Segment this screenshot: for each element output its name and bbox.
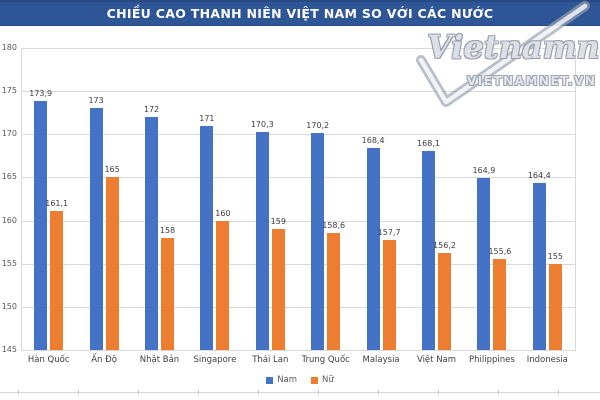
value-label-nữ-5: 159 — [270, 217, 286, 227]
bar-nữ-4 — [216, 220, 230, 350]
category-label-6: Trung Quốc — [301, 355, 350, 365]
bar-nam-1 — [34, 100, 48, 350]
y-axis-label-180: 180 — [1, 43, 17, 52]
value-label-nữ-7: 157,7 — [377, 228, 401, 238]
value-label-nam-2: 173 — [88, 96, 104, 106]
value-label-nữ-6: 158,6 — [322, 220, 346, 230]
spreadsheet-tick — [18, 390, 19, 395]
legend-item-nam: Nam — [266, 375, 297, 385]
legend-item-nu: Nữ — [311, 375, 334, 385]
value-label-nữ-2: 165 — [104, 165, 120, 175]
legend-label-nam: Nam — [277, 375, 298, 385]
gridline-175 — [21, 91, 575, 93]
value-label-nam-10: 164,4 — [527, 170, 551, 180]
spreadsheet-tick — [78, 390, 79, 395]
category-label-10: Indonesia — [526, 355, 568, 365]
gridline-145 — [21, 350, 575, 351]
category-label-8: Việt Nam — [416, 355, 457, 365]
gridline-155 — [21, 263, 575, 265]
legend-label-nu: Nữ — [322, 375, 334, 385]
bar-nữ-6 — [327, 232, 341, 350]
bar-nam-7 — [366, 148, 380, 350]
bar-nam-5 — [255, 131, 269, 350]
value-label-nam-8: 168,1 — [417, 138, 440, 148]
bar-nữ-9 — [493, 258, 507, 350]
chart-legend: Nam Nữ — [0, 373, 600, 387]
category-label-3: Nhật Bản — [139, 355, 180, 365]
spreadsheet-tick — [498, 390, 499, 395]
value-label-nam-5: 170,3 — [250, 119, 274, 129]
category-label-9: Philippines — [468, 355, 515, 365]
y-axis-label-155: 155 — [1, 258, 17, 268]
bar-nữ-8 — [438, 253, 451, 350]
bar-nam-4 — [200, 125, 214, 350]
legend-swatch-nu — [311, 376, 319, 384]
plot-border-left — [21, 48, 22, 351]
value-label-nữ-4: 160 — [215, 208, 231, 218]
category-label-1: Hàn Quốc — [27, 355, 70, 365]
gridline-150 — [21, 306, 575, 308]
bar-nữ-1 — [50, 211, 64, 350]
bar-nữ-3 — [161, 237, 174, 350]
spreadsheet-gridline — [0, 392, 600, 393]
bar-nam-3 — [145, 117, 158, 350]
watermark-script-text: Vietnamnet — [427, 28, 600, 66]
gridline-170 — [21, 134, 575, 136]
bar-nam-10 — [532, 182, 546, 350]
spreadsheet-tick — [438, 390, 439, 395]
gridline-160 — [21, 220, 575, 222]
category-label-7: Malaysia — [362, 355, 400, 365]
watermark-domain-text: VIETNAMNET.VN — [467, 74, 597, 88]
y-axis-label-170: 170 — [1, 129, 17, 139]
vietnamnet-watermark: Vietnamnet VIETNAMNET.VN — [393, 0, 600, 118]
bar-nam-8 — [422, 150, 435, 350]
category-label-4: Singapore — [193, 355, 237, 365]
value-label-nữ-8: 156,2 — [433, 241, 456, 251]
plot-border-right — [575, 48, 576, 351]
chart-title: CHIỀU CAO THANH NIÊN VIỆT NAM SO VỚI CÁC… — [106, 6, 494, 21]
spreadsheet-tick — [198, 390, 199, 395]
y-axis-label-165: 165 — [1, 172, 17, 182]
bar-nữ-10 — [548, 263, 562, 350]
checkmark-pen-icon — [416, 1, 590, 107]
value-label-nữ-10: 155 — [547, 251, 563, 261]
value-label-nam-3: 172 — [143, 105, 160, 115]
spreadsheet-tick — [558, 390, 559, 395]
bar-nam-9 — [477, 178, 491, 350]
y-axis-label-175: 175 — [1, 86, 17, 96]
value-label-nữ-9: 155,6 — [488, 246, 512, 256]
y-axis-label-145: 145 — [1, 345, 17, 354]
spreadsheet-tick — [258, 390, 259, 395]
category-label-5: Thái Lan — [252, 355, 289, 365]
gridline-165 — [21, 177, 575, 179]
category-label-2: Ấn Độ — [91, 355, 117, 365]
gridline-180 — [21, 48, 575, 49]
bar-nữ-2 — [105, 177, 119, 350]
value-label-nam-7: 168,4 — [361, 136, 385, 146]
value-label-nữ-3: 158 — [159, 225, 176, 235]
value-label-nam-9: 164,9 — [472, 166, 496, 176]
value-label-nam-6: 170,2 — [306, 120, 330, 130]
bar-nam-6 — [311, 132, 325, 350]
spreadsheet-tick — [318, 390, 319, 395]
bar-nữ-7 — [382, 240, 396, 350]
value-label-nam-1: 173,9 — [29, 88, 53, 98]
title-banner: CHIỀU CAO THANH NIÊN VIỆT NAM SO VỚI CÁC… — [0, 0, 600, 26]
bar-nam-2 — [89, 108, 103, 350]
spreadsheet-tick — [138, 390, 139, 395]
value-label-nữ-1: 161,1 — [45, 199, 69, 209]
value-label-nam-4: 171 — [199, 113, 215, 123]
bar-nữ-5 — [271, 229, 285, 350]
spreadsheet-tick — [378, 390, 379, 395]
legend-swatch-nam — [266, 376, 274, 384]
y-axis-label-160: 160 — [1, 215, 17, 225]
y-axis-label-150: 150 — [1, 301, 17, 311]
